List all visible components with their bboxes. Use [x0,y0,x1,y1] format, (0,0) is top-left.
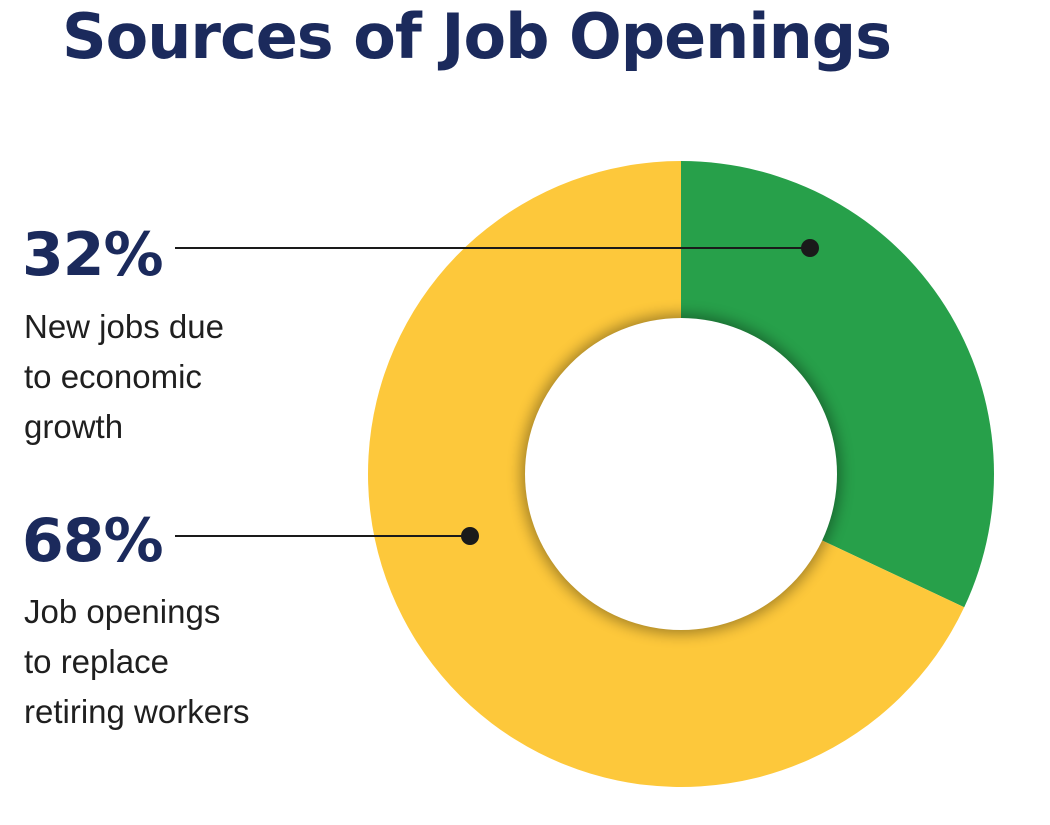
retiring-percent-label: 68% [22,506,164,576]
retiring-description-line: retiring workers [24,693,250,730]
growth-description-line: to economic [24,358,202,395]
donut-hole [525,318,837,630]
growth-percent-label: 32% [22,220,164,290]
growth-description: New jobs due to economic growth [24,302,324,452]
retiring-description: Job openings to replace retiring workers [24,587,324,737]
growth-description-line: growth [24,408,124,445]
growth-leader-dot [801,239,819,257]
retiring-description-line: to replace [24,643,169,680]
retiring-description-line: Job openings [24,593,221,630]
leader-lines-group [175,239,819,545]
chart-title: Sources of Job Openings [62,0,892,73]
retiring-leader-dot [461,527,479,545]
growth-description-line: New jobs due [24,308,224,345]
